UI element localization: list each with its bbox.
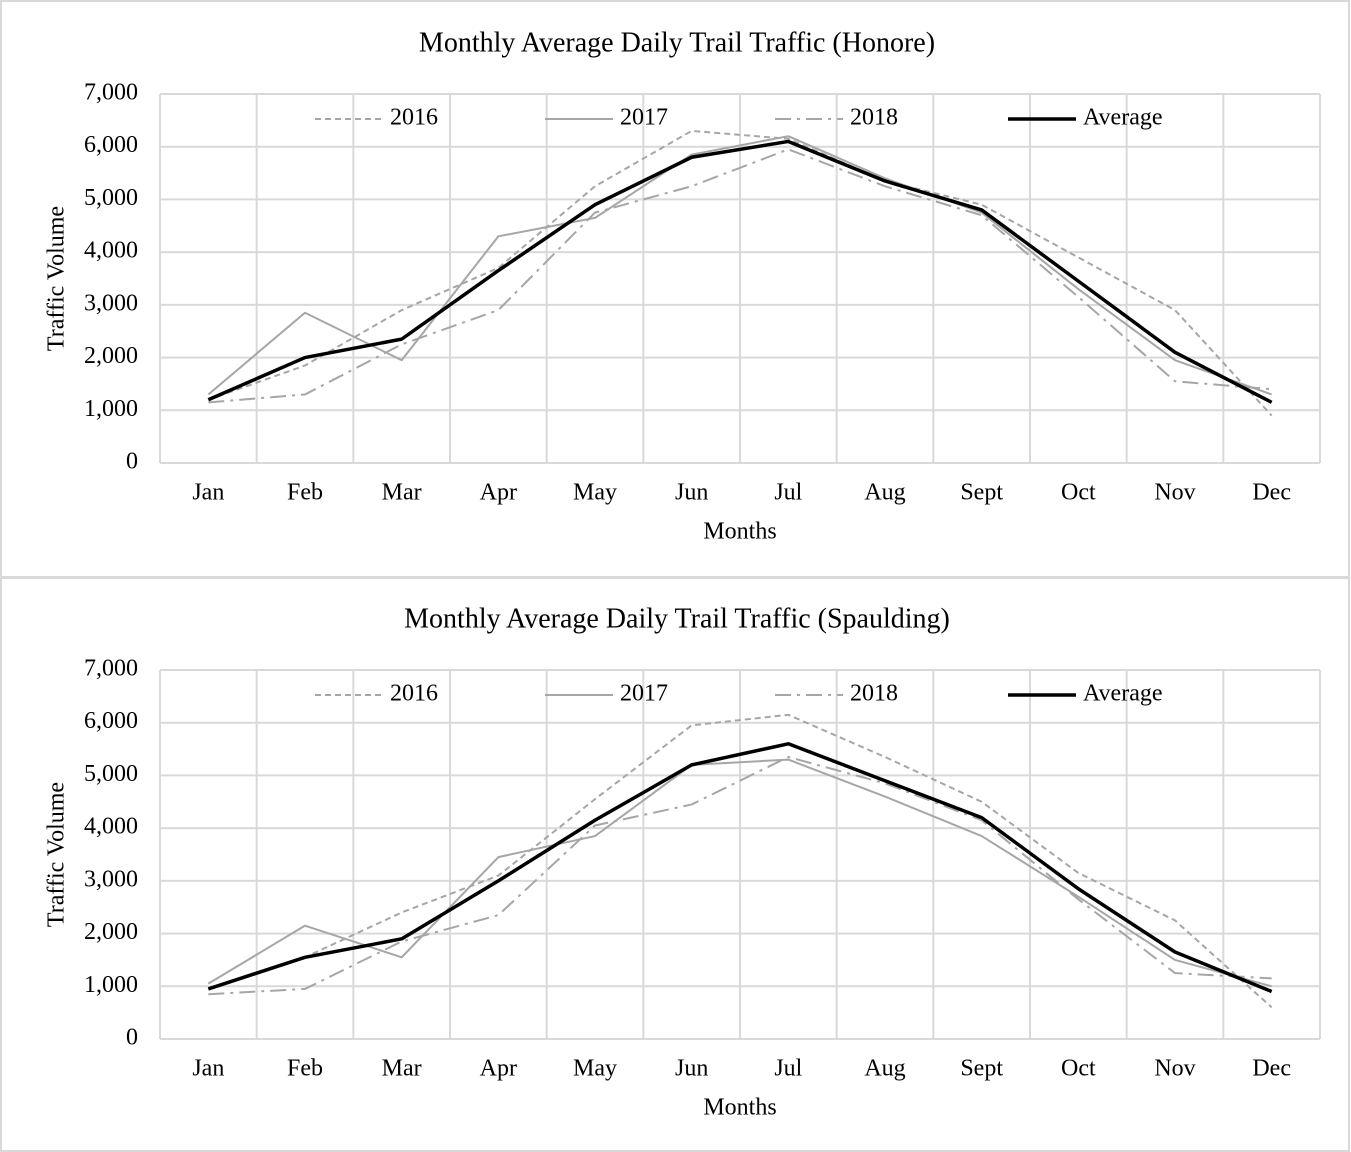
chart-frame <box>0 577 1350 1152</box>
legend-label: 2017 <box>620 681 668 707</box>
x-tick-label: Sept <box>960 1056 1003 1082</box>
legend-label: 2018 <box>850 105 898 131</box>
y-tick-label: 6,000 <box>84 708 138 734</box>
y-tick-label: 2,000 <box>84 919 138 945</box>
chart-title: Monthly Average Daily Trail Traffic (Hon… <box>419 27 935 58</box>
x-tick-label: Jul <box>774 480 802 506</box>
y-tick-label: 7,000 <box>84 656 138 682</box>
series-line <box>207 758 1272 988</box>
y-tick-label: 0 <box>126 449 138 475</box>
y-tick-label: 5,000 <box>84 761 138 787</box>
x-tick-label: Dec <box>1252 1056 1291 1082</box>
x-tick-label: Sept <box>960 480 1003 506</box>
x-tick-label: Jan <box>192 480 224 506</box>
y-tick-label: 1,000 <box>84 972 138 998</box>
x-tick-label: Nov <box>1154 1056 1195 1082</box>
x-tick-label: Feb <box>287 1056 323 1082</box>
y-tick-label: 6,000 <box>84 132 138 158</box>
series-line <box>207 139 1273 404</box>
legend-label: 2016 <box>390 105 438 131</box>
x-tick-label: Oct <box>1061 480 1096 506</box>
series-line <box>208 755 1272 996</box>
x-tick-label: Mar <box>382 480 422 506</box>
y-axis-title: Traffic Volume <box>44 206 70 351</box>
y-axis-title: Traffic Volume <box>44 782 70 927</box>
series-line <box>208 148 1272 404</box>
x-axis-title: Months <box>703 1095 776 1121</box>
y-tick-label: 3,000 <box>84 290 138 316</box>
y-tick-label: 4,000 <box>84 238 138 264</box>
x-tick-label: Aug <box>864 480 905 506</box>
legend-label: 2018 <box>850 681 898 707</box>
x-tick-label: Dec <box>1252 480 1291 506</box>
y-tick-label: 0 <box>126 1025 138 1051</box>
x-tick-label: Apr <box>480 1056 517 1082</box>
chart-title: Monthly Average Daily Trail Traffic (Spa… <box>404 603 950 634</box>
x-tick-label: Feb <box>287 480 323 506</box>
x-tick-label: Oct <box>1061 1056 1096 1082</box>
x-axis-title: Months <box>703 519 776 545</box>
legend-label: Average <box>1083 105 1163 131</box>
legend-label: 2016 <box>390 681 438 707</box>
chart-panel: Monthly Average Daily Trail Traffic (Spa… <box>44 603 1321 1121</box>
x-tick-label: Jan <box>192 1056 224 1082</box>
y-tick-label: 2,000 <box>84 343 138 369</box>
x-tick-label: Nov <box>1154 480 1195 506</box>
x-tick-label: Mar <box>382 1056 422 1082</box>
legend-label: 2017 <box>620 105 668 131</box>
y-tick-label: 1,000 <box>84 396 138 422</box>
x-tick-label: May <box>573 1056 617 1082</box>
x-tick-label: May <box>573 480 617 506</box>
x-tick-label: Apr <box>480 480 517 506</box>
y-tick-label: 5,000 <box>84 185 138 211</box>
y-tick-label: 4,000 <box>84 814 138 840</box>
series-line <box>207 129 1273 417</box>
chart-panel: Monthly Average Daily Trail Traffic (Hon… <box>44 27 1321 545</box>
legend-label: Average <box>1083 681 1163 707</box>
y-tick-label: 7,000 <box>84 80 138 106</box>
x-tick-label: Jun <box>675 480 708 506</box>
x-tick-label: Jun <box>675 1056 708 1082</box>
x-tick-label: Aug <box>864 1056 905 1082</box>
y-tick-label: 3,000 <box>84 866 138 892</box>
series-line <box>207 742 1273 994</box>
x-tick-label: Jul <box>774 1056 802 1082</box>
series-line <box>208 713 1273 1009</box>
